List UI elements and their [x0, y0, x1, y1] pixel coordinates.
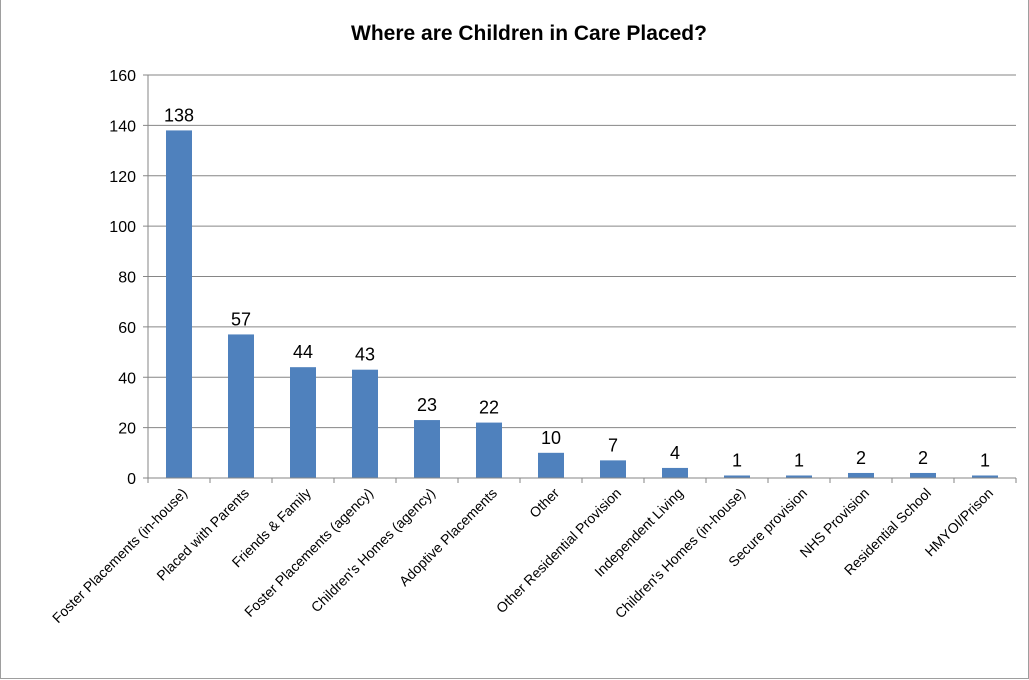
- y-tick-label: 60: [118, 320, 136, 337]
- bar: [414, 420, 440, 478]
- data-label: 44: [293, 342, 313, 362]
- data-label: 138: [164, 105, 194, 125]
- data-label: 43: [355, 345, 375, 365]
- y-axis-ticks: 0 20 40 60 80 100 120 140 160: [109, 68, 149, 488]
- bar: [476, 422, 502, 478]
- x-tick-label: Foster Placements (agency): [241, 485, 376, 620]
- data-label: 1: [794, 450, 804, 470]
- y-tick-label: 20: [118, 421, 136, 438]
- data-label: 7: [608, 435, 618, 455]
- bar: [352, 369, 378, 478]
- y-tick-label: 120: [109, 169, 136, 186]
- bar: [848, 472, 874, 478]
- bar: [662, 467, 688, 478]
- data-label: 57: [231, 309, 251, 329]
- x-axis-labels: Foster Placements (in-house)Placed with …: [49, 478, 1017, 626]
- y-tick-label: 160: [109, 68, 136, 85]
- gridlines: [148, 74, 1016, 429]
- y-tick-label: 100: [109, 219, 136, 236]
- data-label: 22: [479, 398, 499, 418]
- y-tick-label: 140: [109, 118, 136, 135]
- bar: [910, 472, 936, 478]
- y-tick-label: 80: [118, 270, 136, 287]
- y-tick-label: 40: [118, 370, 136, 387]
- chart-title: Where are Children in Care Placed?: [351, 22, 707, 45]
- data-label: 1: [732, 450, 742, 470]
- bars: [166, 130, 998, 478]
- bar: [786, 475, 812, 478]
- bar: [724, 475, 750, 478]
- bar: [166, 130, 192, 478]
- bar: [538, 452, 564, 478]
- bar: [600, 460, 626, 478]
- data-label: 4: [670, 443, 680, 463]
- x-tick-label: Other Residential Provision: [493, 485, 624, 616]
- bar: [290, 367, 316, 478]
- data-label: 1: [980, 450, 990, 470]
- data-label: 10: [541, 428, 561, 448]
- bar: [228, 334, 254, 478]
- bar: [972, 475, 998, 478]
- data-label: 2: [918, 448, 928, 468]
- data-label: 23: [417, 395, 437, 415]
- x-tick-label: Children's Homes (agency): [308, 485, 438, 615]
- data-label: 2: [856, 448, 866, 468]
- x-tick-label: Children's Homes (in-house): [612, 485, 748, 621]
- y-tick-label: 0: [127, 471, 136, 488]
- x-tick-label: Other: [526, 485, 562, 521]
